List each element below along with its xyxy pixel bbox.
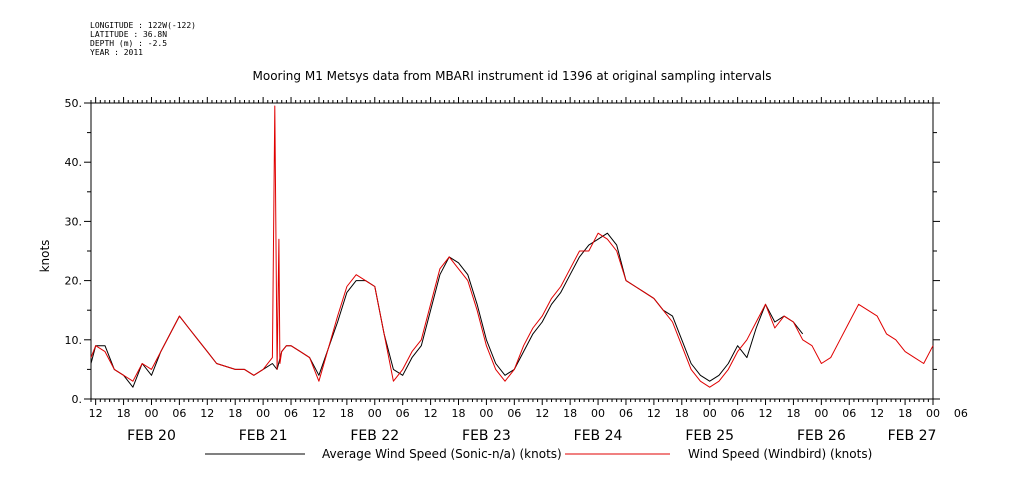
x-tick-label: 06 xyxy=(954,407,968,420)
y-axis-label: knots xyxy=(38,240,52,273)
x-tick-label: 12 xyxy=(870,407,884,420)
x-day-label: FEB 20 xyxy=(127,428,176,444)
x-tick-label: 00 xyxy=(144,407,158,420)
x-tick-label: 06 xyxy=(507,407,521,420)
x-day-label: FEB 24 xyxy=(574,428,623,444)
x-day-label: FEB 26 xyxy=(797,428,846,444)
x-tick-label: 18 xyxy=(117,407,131,420)
x-tick-label: 12 xyxy=(647,407,661,420)
x-tick-label: 18 xyxy=(786,407,800,420)
y-tick-label: 40. xyxy=(65,156,83,169)
latitude-label: LATITUDE : 36.8N xyxy=(90,30,168,39)
x-tick-label: 18 xyxy=(228,407,242,420)
x-tick-label: 06 xyxy=(172,407,186,420)
x-tick-label: 12 xyxy=(200,407,214,420)
legend-label-2: Wind Speed (Windbird) (knots) xyxy=(688,447,872,461)
x-tick-label: 06 xyxy=(396,407,410,420)
x-tick-label: 00 xyxy=(703,407,717,420)
x-tick-label: 18 xyxy=(675,407,689,420)
x-tick-label: 12 xyxy=(759,407,773,420)
depth-label: DEPTH (m) : -2.5 xyxy=(90,39,168,48)
x-day-label: FEB 25 xyxy=(685,428,734,444)
station-metadata: LONGITUDE : 122W(-122) LATITUDE : 36.8N … xyxy=(90,21,196,57)
year-label: YEAR : 2011 xyxy=(90,48,143,57)
x-day-label: FEB 22 xyxy=(350,428,399,444)
x-tick-label: 00 xyxy=(479,407,493,420)
plot-frame xyxy=(90,102,934,400)
y-tick-label: 30. xyxy=(65,215,83,228)
x-tick-label: 06 xyxy=(284,407,298,420)
y-tick-label: 50. xyxy=(65,97,83,110)
legend: Average Wind Speed (Sonic-n/a) (knots) Wi… xyxy=(205,447,872,461)
x-tick-label: 18 xyxy=(563,407,577,420)
x-tick-label: 00 xyxy=(368,407,382,420)
x-tick-label: 12 xyxy=(89,407,103,420)
x-tick-label: 00 xyxy=(591,407,605,420)
x-day-label: FEB 21 xyxy=(239,428,288,444)
series-layer xyxy=(90,105,934,388)
x-tick-label: 06 xyxy=(842,407,856,420)
y-tick-label: 0. xyxy=(72,393,83,406)
x-tick-label: 06 xyxy=(731,407,745,420)
y-axis: 0. 10. 20. 30. 40. 50. xyxy=(65,97,940,406)
x-tick-label: 12 xyxy=(424,407,438,420)
series-line-2 xyxy=(90,105,934,388)
x-axis: 12 18 00 06 12 18 00 06 12 18 00 06 12 18 00 06 12 18 00 06… xyxy=(89,97,968,444)
longitude-label: LONGITUDE : 122W(-122) xyxy=(90,21,196,30)
series-line-1 xyxy=(90,232,804,388)
x-day-label: FEB 23 xyxy=(462,428,511,444)
x-tick-label: 18 xyxy=(340,407,354,420)
chart-title: Mooring M1 Metsys data from MBARI instru… xyxy=(253,69,772,83)
x-tick-label: 12 xyxy=(535,407,549,420)
x-tick-label: 18 xyxy=(898,407,912,420)
x-tick-label: 06 xyxy=(619,407,633,420)
legend-label-1: Average Wind Speed (Sonic-n/a) (knots) xyxy=(322,447,562,461)
x-tick-label: 18 xyxy=(452,407,466,420)
x-tick-label: 00 xyxy=(256,407,270,420)
y-tick-label: 20. xyxy=(65,275,83,288)
x-tick-label: 12 xyxy=(312,407,326,420)
x-tick-label: 00 xyxy=(926,407,940,420)
x-tick-label: 00 xyxy=(814,407,828,420)
x-day-label: FEB 27 xyxy=(888,428,937,444)
y-tick-label: 10. xyxy=(65,334,83,347)
